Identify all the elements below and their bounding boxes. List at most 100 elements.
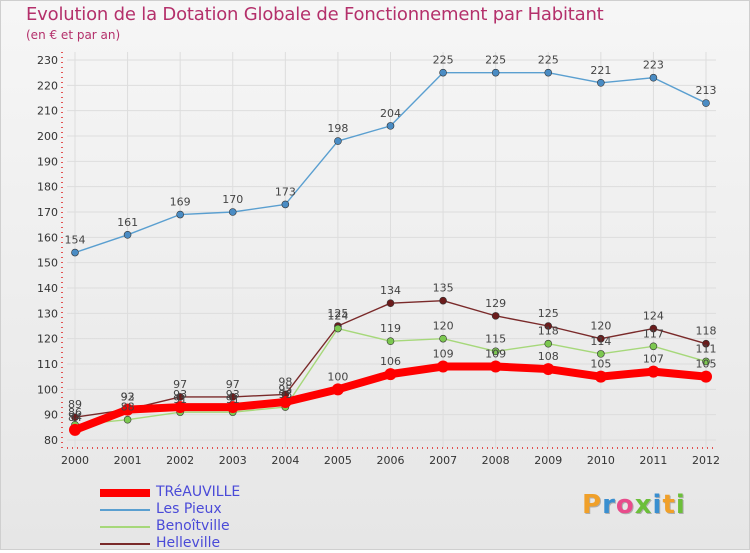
y-tick-label: 90 — [44, 409, 58, 422]
data-point — [594, 370, 607, 383]
data-point — [439, 334, 447, 343]
x-tick-label: 2009 — [534, 454, 562, 467]
data-label: 88 — [121, 401, 135, 414]
data-label: 125 — [538, 307, 559, 320]
data-label: 109 — [433, 348, 454, 361]
data-point — [228, 208, 237, 216]
data-point — [491, 347, 500, 356]
data-label: 169 — [170, 196, 191, 209]
data-label: 119 — [380, 322, 401, 335]
x-tick-label: 2010 — [587, 454, 615, 467]
data-point — [439, 296, 447, 305]
chart-subtitle: (en € et par an) — [26, 28, 121, 42]
data-label: 100 — [327, 370, 348, 383]
y-tick-label: 180 — [37, 181, 58, 194]
data-point — [334, 137, 342, 145]
y-tick-label: 170 — [37, 206, 58, 219]
data-point — [489, 360, 502, 373]
data-point — [649, 342, 658, 351]
data-point — [334, 324, 342, 333]
data-label: 170 — [222, 193, 243, 206]
data-point — [386, 122, 395, 130]
data-point — [123, 415, 132, 424]
x-tick-label: 2006 — [377, 454, 405, 467]
legend-swatch — [100, 526, 150, 528]
data-label: 125 — [327, 307, 348, 320]
data-point — [386, 299, 395, 308]
data-point — [597, 334, 605, 343]
data-point — [700, 370, 712, 383]
data-label: 154 — [65, 234, 86, 247]
data-label: 223 — [643, 59, 664, 72]
data-point — [121, 403, 134, 416]
y-tick-label: 220 — [37, 79, 58, 92]
data-label: 93 — [226, 388, 240, 401]
data-label: 213 — [696, 84, 717, 97]
data-point — [226, 401, 239, 414]
y-tick-label: 150 — [37, 257, 58, 270]
data-label: 114 — [590, 335, 611, 348]
data-label: 124 — [327, 310, 348, 323]
data-point — [71, 248, 79, 257]
data-label: 161 — [117, 216, 138, 229]
x-tick-label: 2001 — [114, 454, 142, 467]
data-point — [386, 337, 395, 346]
x-tick-label: 2003 — [219, 454, 247, 467]
data-label: 111 — [696, 342, 717, 355]
data-point — [228, 393, 237, 401]
data-label: 97 — [226, 378, 240, 391]
data-point — [702, 357, 710, 366]
x-tick-label: 2008 — [482, 454, 510, 467]
y-tick-label: 200 — [37, 130, 58, 143]
data-point — [176, 210, 184, 219]
x-tick-label: 2005 — [324, 454, 352, 467]
data-point — [71, 413, 79, 422]
data-point — [702, 99, 710, 107]
data-label: 124 — [643, 310, 664, 323]
data-label: 84 — [68, 411, 82, 424]
data-label: 225 — [433, 54, 454, 67]
data-label: 221 — [590, 64, 611, 77]
legend-swatch — [100, 509, 150, 511]
legend-label: Les Pieux — [156, 501, 222, 517]
legend-label: Helleville — [156, 535, 221, 551]
data-label: 109 — [485, 348, 506, 361]
data-label: 115 — [485, 332, 506, 345]
y-tick-label: 120 — [37, 333, 58, 346]
data-point — [281, 200, 290, 209]
data-point — [331, 383, 344, 396]
data-label: 135 — [433, 282, 454, 295]
y-tick-label: 160 — [37, 231, 58, 244]
data-point — [649, 324, 658, 333]
chart-title: Evolution de la Dotation Globale de Fonc… — [26, 4, 604, 25]
data-label: 173 — [275, 185, 296, 198]
data-point — [702, 339, 710, 348]
data-point — [174, 401, 187, 414]
data-point — [649, 73, 658, 82]
data-label: 91 — [173, 393, 187, 406]
y-tick-label: 100 — [37, 383, 58, 396]
data-label: 204 — [380, 107, 401, 120]
data-label: 134 — [380, 284, 401, 297]
data-label: 91 — [226, 393, 240, 406]
y-tick-label: 130 — [37, 307, 58, 320]
y-tick-label: 230 — [37, 54, 58, 67]
data-point — [544, 339, 553, 348]
series-layer — [69, 68, 712, 436]
data-point — [439, 68, 447, 77]
axis-layer: 8090100110120130140150160170180190200210… — [37, 52, 720, 467]
data-point — [542, 363, 555, 376]
data-point — [647, 365, 660, 378]
data-label: 108 — [538, 350, 559, 363]
data-label: 89 — [68, 398, 82, 411]
data-label: 129 — [485, 297, 506, 310]
data-point — [279, 396, 292, 408]
data-point — [597, 79, 605, 87]
data-label: 120 — [590, 320, 611, 333]
x-tick-label: 2011 — [639, 454, 667, 467]
legend-swatch — [100, 543, 150, 545]
data-label: 98 — [278, 375, 292, 388]
data-label: 225 — [485, 54, 506, 67]
